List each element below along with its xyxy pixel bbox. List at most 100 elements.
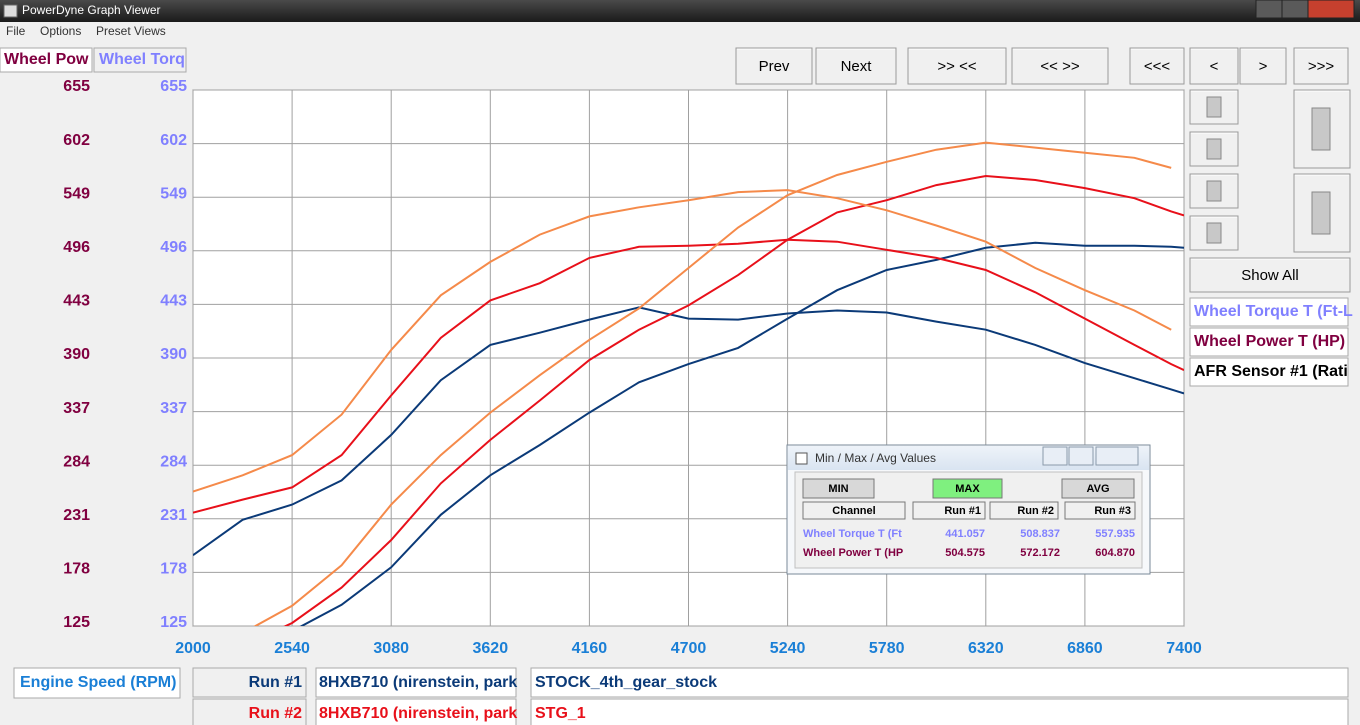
table-header-cell[interactable] [1064, 501, 1136, 520]
y-tick-label: 655 [63, 78, 90, 95]
mode-button[interactable] [932, 478, 1003, 499]
table-header: Run #1 [944, 505, 981, 517]
close-button[interactable] [1307, 0, 1355, 19]
axis-tab[interactable] [0, 47, 93, 73]
maximize-button[interactable] [1281, 0, 1309, 19]
icon-box [1206, 138, 1222, 160]
y-tick-label: 390 [63, 346, 90, 363]
x-tick-label: 6860 [1067, 640, 1103, 657]
button-label: < [1210, 58, 1219, 75]
button[interactable] [735, 47, 813, 85]
button-label: >>> [1308, 58, 1335, 75]
button-label: Next [841, 58, 873, 75]
dialog-window-button[interactable] [1068, 446, 1094, 466]
axis-tab[interactable] [93, 47, 187, 73]
mode-label: MIN [828, 483, 848, 495]
data-line [299, 241, 1184, 626]
run-label: Run #2 [249, 705, 302, 722]
menu-bar [0, 22, 1360, 40]
run-name: STG_1 [535, 705, 586, 722]
table-header-cell[interactable] [989, 501, 1059, 520]
table-cell: Wheel Torque T (Ft [803, 528, 902, 540]
table-cell: 441.057 [945, 528, 985, 540]
data-line [193, 189, 1172, 493]
x-tick-label: 2000 [175, 640, 211, 657]
y2-tick-label: 284 [160, 453, 187, 470]
button-label: > [1259, 58, 1268, 75]
table-header: Run #3 [1094, 505, 1131, 517]
mode-button[interactable] [1061, 478, 1135, 499]
button[interactable] [815, 47, 897, 85]
menu-item: File [6, 24, 26, 38]
x-axis-label: Engine Speed (RPM) [20, 674, 176, 691]
dialog-window-button[interactable] [1042, 446, 1068, 466]
x-tick-label: 3080 [373, 640, 409, 657]
mode-label: MAX [955, 483, 980, 495]
channel-item[interactable] [1189, 297, 1349, 327]
run-cell [530, 667, 1349, 698]
y2-tick-label: 602 [160, 132, 187, 149]
table-header-cell[interactable] [912, 501, 986, 520]
dialog-window-button[interactable] [1095, 446, 1139, 466]
channel-item[interactable] [1189, 327, 1349, 357]
run-cell [192, 698, 307, 725]
channel-label: Wheel Torque T (Ft-L [1194, 303, 1353, 320]
y-tick-label: 178 [63, 561, 90, 578]
x-tick-label: 4160 [572, 640, 608, 657]
button-label: <<< [1144, 58, 1171, 75]
run-cell [192, 667, 307, 698]
data-line [253, 141, 1172, 626]
data-line [283, 174, 1184, 626]
table-cell: Wheel Power T (HP [803, 547, 903, 559]
button[interactable] [1239, 47, 1287, 85]
y2-tick-label: 496 [160, 239, 187, 256]
channel-label: AFR Sensor #1 (Rati [1194, 363, 1348, 380]
x-tick-label: 6320 [968, 640, 1004, 657]
minimize-button[interactable] [1255, 0, 1283, 19]
channel-label: Wheel Power T (HP) [1194, 333, 1345, 350]
menu-item: Preset Views [96, 24, 166, 38]
y-tick-label: 602 [63, 132, 90, 149]
mode-button[interactable] [802, 478, 875, 499]
run-name: STOCK_4th_gear_stock [535, 674, 717, 691]
x-tick-label: 2540 [274, 640, 310, 657]
table-header: Channel [832, 505, 875, 517]
menu-item: Options [40, 24, 81, 38]
x-tick-label: 7400 [1166, 640, 1202, 657]
icon-box [1206, 222, 1222, 244]
dialog-title: Min / Max / Avg Values [815, 451, 936, 465]
y-tick-label: 337 [63, 400, 90, 417]
channel-item[interactable] [1189, 357, 1349, 387]
data-line [193, 238, 1184, 514]
table-header: Run #2 [1017, 505, 1054, 517]
title-bar [0, 0, 1360, 22]
axis-tab-label: Wheel Torq [99, 51, 185, 68]
minmax-dialog: Min / Max / Avg Values MIN MAX AVG Channel Ru… [786, 444, 1151, 575]
data-line [193, 306, 1184, 557]
button[interactable] [1189, 257, 1351, 293]
button[interactable] [1189, 47, 1239, 85]
table-header-cell[interactable] [802, 501, 906, 520]
y2-tick-label: 125 [160, 614, 187, 631]
table-cell: 504.575 [945, 547, 985, 559]
table-cell: 572.172 [1020, 547, 1060, 559]
y2-tick-label: 231 [160, 507, 187, 524]
window-title: PowerDyne Graph Viewer [22, 3, 161, 17]
y2-tick-label: 178 [160, 561, 187, 578]
button[interactable] [1129, 47, 1185, 85]
button[interactable] [907, 47, 1007, 85]
button-label: Prev [759, 58, 790, 75]
y-tick-label: 443 [63, 293, 90, 310]
run-label: Run #1 [249, 674, 302, 691]
icon-box [1311, 107, 1331, 151]
button[interactable] [1011, 47, 1109, 85]
y-tick-label: 549 [63, 185, 90, 202]
y-tick-label: 284 [63, 453, 90, 470]
icon-box [1206, 180, 1222, 202]
button[interactable] [1293, 47, 1349, 85]
y-tick-label: 496 [63, 239, 90, 256]
y-tick-label: 125 [63, 614, 90, 631]
run-cell [530, 698, 1349, 725]
y-tick-label: 231 [63, 507, 90, 524]
